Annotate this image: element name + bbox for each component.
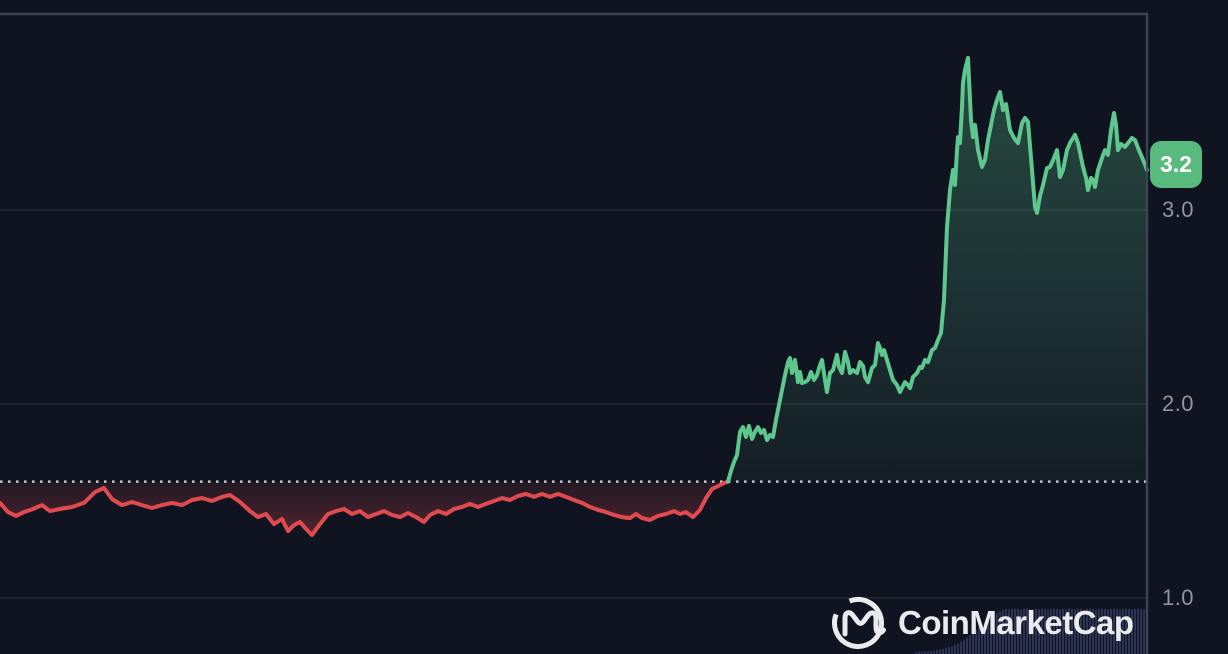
volume-bar [1008, 609, 1010, 654]
volume-bar [1029, 608, 1031, 654]
volume-bar [936, 649, 938, 654]
volume-bar [948, 647, 950, 654]
volume-bar [945, 648, 947, 654]
volume-bar [963, 639, 965, 654]
volume-bar [1137, 608, 1139, 654]
volume-bar [1011, 608, 1013, 654]
volume-bar [1077, 608, 1079, 654]
volume-bar [1014, 608, 1016, 654]
volume-bar [1017, 608, 1019, 654]
volume-bar [972, 632, 974, 654]
volume-bar [975, 630, 977, 654]
volume-bar [1119, 609, 1121, 654]
plot-border [0, 12, 1149, 654]
volume-bar [1101, 608, 1103, 654]
volume-bar [1080, 608, 1082, 654]
volume-bar [933, 650, 935, 654]
volume-bar [990, 616, 992, 654]
volume-bar [1005, 608, 1007, 654]
volume-bar [1020, 609, 1022, 654]
volume-bar [1002, 609, 1004, 654]
volume-bar [1044, 608, 1046, 654]
volume-bar [1071, 608, 1073, 654]
volume-bar [1116, 608, 1118, 654]
volume-bar [999, 611, 1001, 654]
volume-bar [942, 648, 944, 654]
volume-bar [1026, 608, 1028, 654]
volume-bar [984, 621, 986, 654]
volume-bar [1068, 608, 1070, 654]
volume-bar [927, 651, 929, 654]
coinmarketcap-logo-icon [832, 597, 886, 650]
volume-bar [1113, 608, 1115, 654]
volume-bar [1047, 609, 1049, 654]
volume-bar [1041, 608, 1043, 654]
volume-bar [1134, 608, 1136, 654]
volume-bar [1107, 609, 1109, 654]
volume-bar [954, 644, 956, 654]
volume-bar [1125, 608, 1127, 654]
volume-bar [1083, 609, 1085, 654]
volume-bar [1065, 609, 1067, 654]
volume-bar [1128, 608, 1130, 654]
volume-bar [987, 619, 989, 654]
volume-bar [918, 651, 920, 654]
watermark-text: CoinMarketCap [898, 604, 1134, 641]
volume-bar [966, 637, 968, 654]
volume-bar [981, 624, 983, 654]
volume-bar [1038, 609, 1040, 654]
volume-bar [957, 643, 959, 654]
volume-bar [1098, 608, 1100, 654]
volume-bar [924, 651, 926, 654]
volume-bar [951, 646, 953, 654]
volume-bar [1035, 608, 1037, 654]
volume-bar [1140, 608, 1142, 654]
volume-bar [960, 641, 962, 654]
volume-bar [1053, 608, 1055, 654]
volume-bar [1089, 608, 1091, 654]
volume-bar [1023, 608, 1025, 654]
volume-bar [1122, 608, 1124, 654]
volume-bar [1059, 609, 1061, 654]
volume-bar [915, 652, 917, 654]
volume-bar [1050, 608, 1052, 654]
volume-bar [1095, 609, 1097, 654]
volume-bar [969, 635, 971, 654]
green-area-fill [728, 57, 1147, 482]
volume-bar [993, 614, 995, 654]
volume-bar [1131, 609, 1133, 654]
volume-bar [921, 651, 923, 654]
volume-bar [1086, 608, 1088, 654]
volume-bar [1056, 608, 1058, 654]
price-line-green [726, 55, 1149, 484]
price-line-red [0, 479, 730, 537]
volume-bar [930, 650, 932, 654]
volume-bar [1110, 608, 1112, 654]
volume-bar [1062, 608, 1064, 654]
volume-bar [939, 649, 941, 654]
volume-bar [1104, 608, 1106, 654]
current-price-value: 3.2 [1160, 151, 1192, 177]
volume-bar [996, 613, 998, 654]
volume-bar [1092, 608, 1094, 654]
volume-bar [978, 627, 980, 654]
red-area-fill [0, 481, 728, 535]
current-price-badge: 3.2 [1150, 141, 1202, 188]
volume-bar [1074, 609, 1076, 654]
volume-bar [1032, 609, 1034, 654]
volume-bar [1143, 609, 1145, 654]
coinmarketcap-watermark: CoinMarketCap [830, 594, 1134, 652]
